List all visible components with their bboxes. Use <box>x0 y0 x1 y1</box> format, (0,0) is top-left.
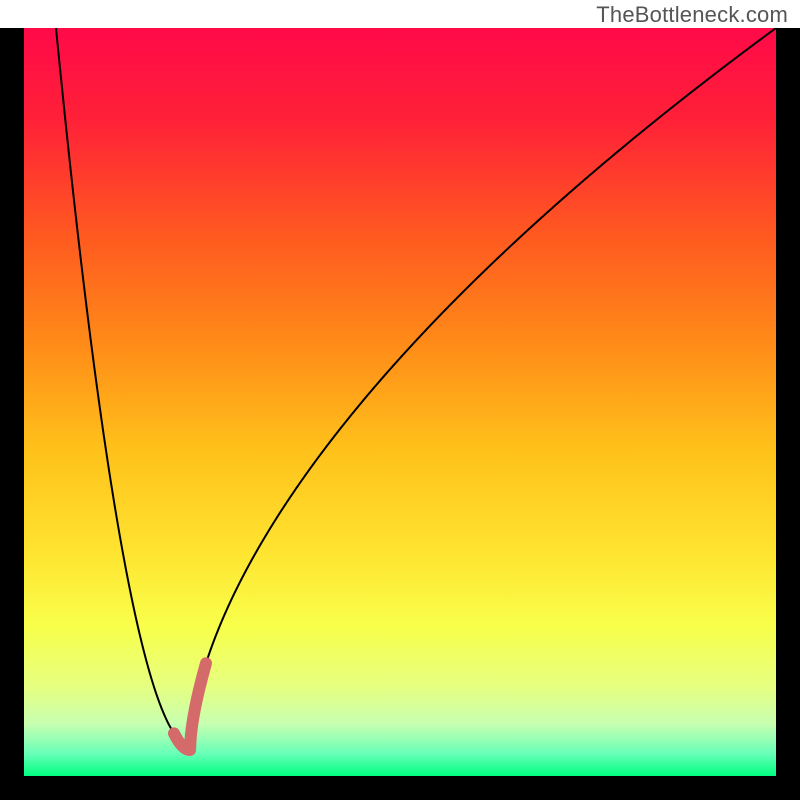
gradient-background <box>24 28 776 776</box>
chart-container: TheBottleneck.com <box>0 0 800 800</box>
top-white-bar <box>0 0 800 28</box>
chart-svg <box>0 0 800 800</box>
